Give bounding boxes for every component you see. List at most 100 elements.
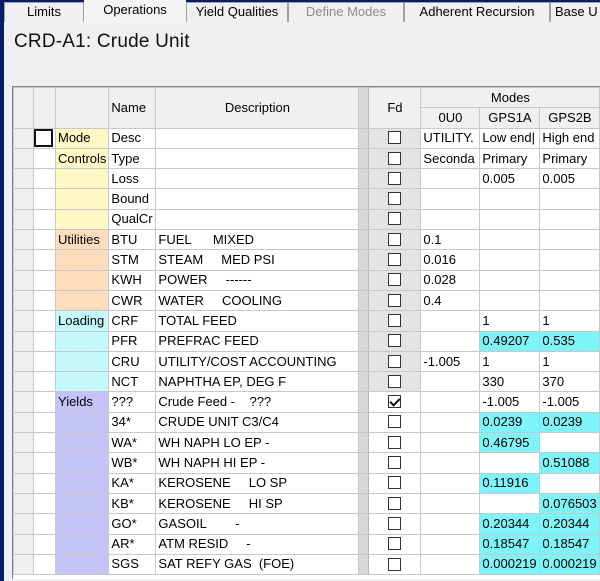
- mode-value-cell[interactable]: [479, 249, 541, 271]
- checkbox-icon[interactable]: [388, 537, 402, 551]
- fd-cell[interactable]: [368, 229, 422, 251]
- row-name[interactable]: 34*: [108, 411, 157, 434]
- row-header[interactable]: [13, 330, 34, 352]
- row-header[interactable]: [13, 229, 34, 251]
- row-header[interactable]: [13, 371, 34, 393]
- checkbox-icon[interactable]: [388, 212, 402, 226]
- row-description[interactable]: [155, 168, 360, 190]
- row-name[interactable]: WB*: [108, 452, 157, 474]
- row-select-cell[interactable]: [33, 289, 56, 312]
- row-name[interactable]: ???: [108, 391, 157, 413]
- checkbox-icon[interactable]: [388, 293, 402, 307]
- row-description[interactable]: [155, 208, 360, 231]
- row-header[interactable]: [13, 289, 34, 312]
- row-description[interactable]: KEROSENE LO SP: [155, 472, 360, 494]
- mode-value-cell[interactable]: 0.1: [420, 229, 481, 251]
- name-column-header[interactable]: Name: [108, 87, 157, 129]
- mode-value-cell[interactable]: 0.000219: [539, 553, 600, 576]
- checkbox-icon[interactable]: [388, 253, 402, 267]
- row-name[interactable]: SGS: [108, 553, 157, 576]
- mode-value-cell[interactable]: 0.535: [539, 330, 600, 352]
- mode-value-cell[interactable]: [479, 229, 541, 251]
- row-select-cell[interactable]: [33, 432, 56, 454]
- mode-value-cell[interactable]: 0.51088: [539, 452, 600, 474]
- row-select-cell[interactable]: [33, 492, 56, 515]
- mode-value-cell[interactable]: Seconda: [420, 147, 481, 170]
- mode-value-cell[interactable]: [420, 533, 481, 555]
- row-description[interactable]: WH NAPH LO EP -: [155, 432, 360, 454]
- row-header[interactable]: [13, 269, 34, 291]
- mode-value-cell[interactable]: [479, 208, 541, 231]
- fd-cell[interactable]: [368, 553, 422, 576]
- mode-value-cell[interactable]: 1: [479, 310, 541, 332]
- row-name[interactable]: CWR: [108, 289, 157, 312]
- mode-value-cell[interactable]: -1.005: [420, 350, 481, 373]
- row-name[interactable]: Type: [108, 147, 157, 170]
- row-name[interactable]: BTU: [108, 229, 157, 251]
- row-name[interactable]: Desc: [108, 127, 157, 149]
- row-name[interactable]: WA*: [108, 432, 157, 454]
- fd-cell[interactable]: [368, 492, 422, 515]
- mode-value-cell[interactable]: 1: [539, 350, 600, 373]
- row-description[interactable]: [155, 188, 360, 210]
- mode-value-cell[interactable]: 0.46795: [479, 432, 541, 454]
- row-description[interactable]: SAT REFY GAS (FOE): [155, 553, 360, 576]
- mode-value-cell[interactable]: [420, 208, 481, 231]
- mode-value-cell[interactable]: 0.4: [420, 289, 481, 312]
- mode-value-cell[interactable]: 0.005: [539, 168, 600, 190]
- row-header[interactable]: [13, 513, 34, 535]
- mode-value-cell[interactable]: [479, 188, 541, 210]
- mode-value-cell[interactable]: [420, 330, 481, 352]
- mode-value-cell[interactable]: 330: [479, 371, 541, 393]
- mode-column-header[interactable]: GPS1A: [479, 107, 541, 129]
- mode-value-cell[interactable]: 1: [539, 310, 600, 332]
- mode-value-cell[interactable]: [539, 289, 600, 312]
- row-name[interactable]: Bound: [108, 188, 157, 210]
- tab-yield-qualities[interactable]: Yield Qualities: [186, 2, 288, 22]
- mode-value-cell[interactable]: 0.11916: [479, 472, 541, 494]
- fd-cell[interactable]: [368, 533, 422, 555]
- mode-column-header[interactable]: GPS2B: [539, 107, 600, 129]
- fd-cell[interactable]: [368, 127, 422, 149]
- mode-value-cell[interactable]: [479, 289, 541, 312]
- fd-cell[interactable]: [368, 249, 422, 271]
- row-name[interactable]: STM: [108, 249, 157, 271]
- row-select-cell[interactable]: [33, 391, 56, 413]
- fd-cell[interactable]: [368, 391, 422, 413]
- row-select-cell[interactable]: [33, 553, 56, 576]
- tab-base-u[interactable]: Base U: [550, 2, 600, 22]
- mode-value-cell[interactable]: Primary: [539, 147, 600, 170]
- mode-value-cell[interactable]: [420, 432, 481, 454]
- mode-value-cell[interactable]: [420, 513, 481, 535]
- row-name[interactable]: KWH: [108, 269, 157, 291]
- row-select-cell[interactable]: [33, 208, 56, 231]
- row-description[interactable]: ATM RESID -: [155, 533, 360, 555]
- row-select-cell[interactable]: [33, 452, 56, 474]
- row-header[interactable]: [13, 249, 34, 271]
- mode-value-cell[interactable]: [420, 472, 481, 494]
- mode-value-cell[interactable]: 0.0239: [539, 411, 600, 434]
- fd-cell[interactable]: [368, 472, 422, 494]
- mode-value-cell[interactable]: 0.49207: [479, 330, 541, 352]
- row-name[interactable]: GO*: [108, 513, 157, 535]
- row-description[interactable]: WATER COOLING: [155, 289, 360, 312]
- mode-value-cell[interactable]: [539, 229, 600, 251]
- row-select-cell[interactable]: [33, 127, 56, 149]
- mode-value-cell[interactable]: [420, 553, 481, 576]
- mode-value-cell[interactable]: [539, 188, 600, 210]
- mode-value-cell[interactable]: 0.0239: [479, 411, 541, 434]
- row-name[interactable]: NCT: [108, 371, 157, 393]
- row-select-cell[interactable]: [33, 168, 56, 190]
- row-header[interactable]: [13, 492, 34, 515]
- row-select-cell[interactable]: [33, 188, 56, 210]
- checkbox-icon[interactable]: [388, 171, 402, 185]
- checkbox-checked-icon[interactable]: [388, 395, 402, 409]
- mode-value-cell[interactable]: High end: [539, 127, 600, 149]
- row-header[interactable]: [13, 533, 34, 555]
- row-header[interactable]: [13, 452, 34, 474]
- row-header[interactable]: [13, 411, 34, 434]
- checkbox-icon[interactable]: [388, 354, 402, 368]
- row-select-cell[interactable]: [33, 229, 56, 251]
- mode-value-cell[interactable]: [420, 452, 481, 474]
- mode-value-cell[interactable]: [420, 411, 481, 434]
